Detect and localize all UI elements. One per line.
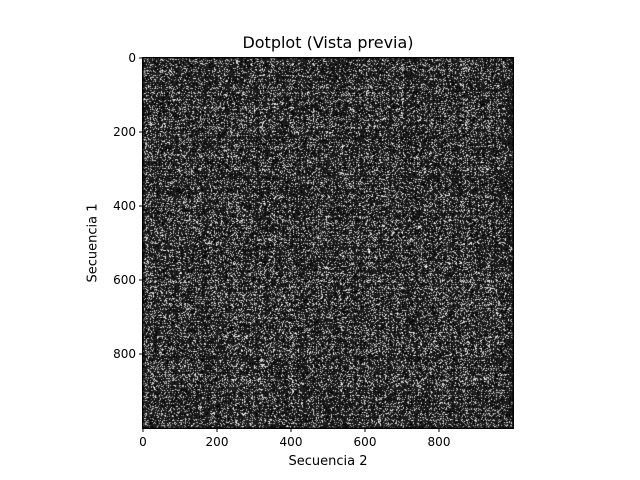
y-tick-label: 600: [113, 273, 136, 287]
x-tick-label: 800: [428, 435, 451, 449]
dotplot-matrix: [143, 58, 513, 428]
x-tick-label: 200: [206, 435, 229, 449]
y-tick-label: 200: [113, 125, 136, 139]
x-tick-label: 600: [354, 435, 377, 449]
y-axis-label: Secuencia 1: [85, 203, 101, 283]
x-axis-label: Secuencia 2: [288, 454, 368, 469]
y-tick-label: 0: [128, 51, 136, 65]
chart-title: Dotplot (Vista previa): [242, 33, 414, 52]
x-tick-label: 0: [139, 435, 147, 449]
plot-frame: [142, 57, 514, 429]
y-tick-label: 400: [113, 199, 136, 213]
x-tick-label: 400: [280, 435, 303, 449]
y-tick-label: 800: [113, 347, 136, 361]
